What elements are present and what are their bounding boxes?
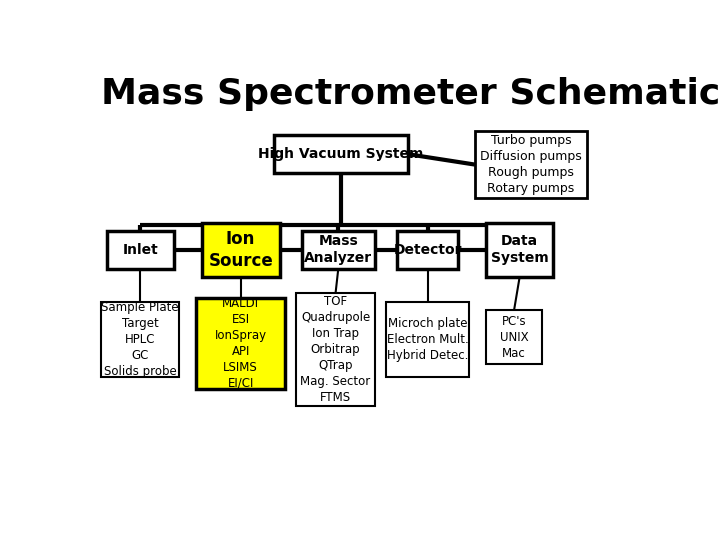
FancyBboxPatch shape bbox=[486, 223, 553, 277]
FancyBboxPatch shape bbox=[397, 231, 459, 268]
FancyBboxPatch shape bbox=[101, 302, 179, 377]
Text: TOF
Quadrupole
Ion Trap
Orbitrap
QTrap
Mag. Sector
FTMS: TOF Quadrupole Ion Trap Orbitrap QTrap M… bbox=[300, 295, 371, 404]
Text: PC's
UNIX
Mac: PC's UNIX Mac bbox=[500, 315, 528, 360]
FancyBboxPatch shape bbox=[196, 298, 285, 389]
FancyBboxPatch shape bbox=[486, 310, 542, 364]
Text: Inlet: Inlet bbox=[122, 243, 158, 257]
Text: Mass
Analyzer: Mass Analyzer bbox=[305, 234, 372, 266]
FancyBboxPatch shape bbox=[107, 231, 174, 268]
FancyBboxPatch shape bbox=[274, 136, 408, 173]
FancyBboxPatch shape bbox=[475, 131, 587, 198]
Text: MALDI
ESI
IonSpray
API
LSIMS
EI/CI: MALDI ESI IonSpray API LSIMS EI/CI bbox=[215, 297, 266, 390]
Text: Turbo pumps
Diffusion pumps
Rough pumps
Rotary pumps: Turbo pumps Diffusion pumps Rough pumps … bbox=[480, 134, 582, 195]
FancyBboxPatch shape bbox=[302, 231, 374, 268]
FancyBboxPatch shape bbox=[386, 302, 469, 377]
Text: Detector: Detector bbox=[393, 243, 462, 257]
Text: Data
System: Data System bbox=[491, 234, 549, 266]
FancyBboxPatch shape bbox=[202, 223, 280, 277]
Text: Microch plate
Electron Mult.
Hybrid Detec.: Microch plate Electron Mult. Hybrid Dete… bbox=[387, 317, 469, 362]
Text: Sample Plate
Target
HPLC
GC
Solids probe: Sample Plate Target HPLC GC Solids probe bbox=[102, 301, 179, 377]
Text: Ion
Source: Ion Source bbox=[208, 230, 273, 270]
Text: High Vacuum System: High Vacuum System bbox=[258, 147, 424, 161]
FancyBboxPatch shape bbox=[297, 294, 374, 406]
Text: Mass Spectrometer Schematic: Mass Spectrometer Schematic bbox=[101, 77, 720, 111]
